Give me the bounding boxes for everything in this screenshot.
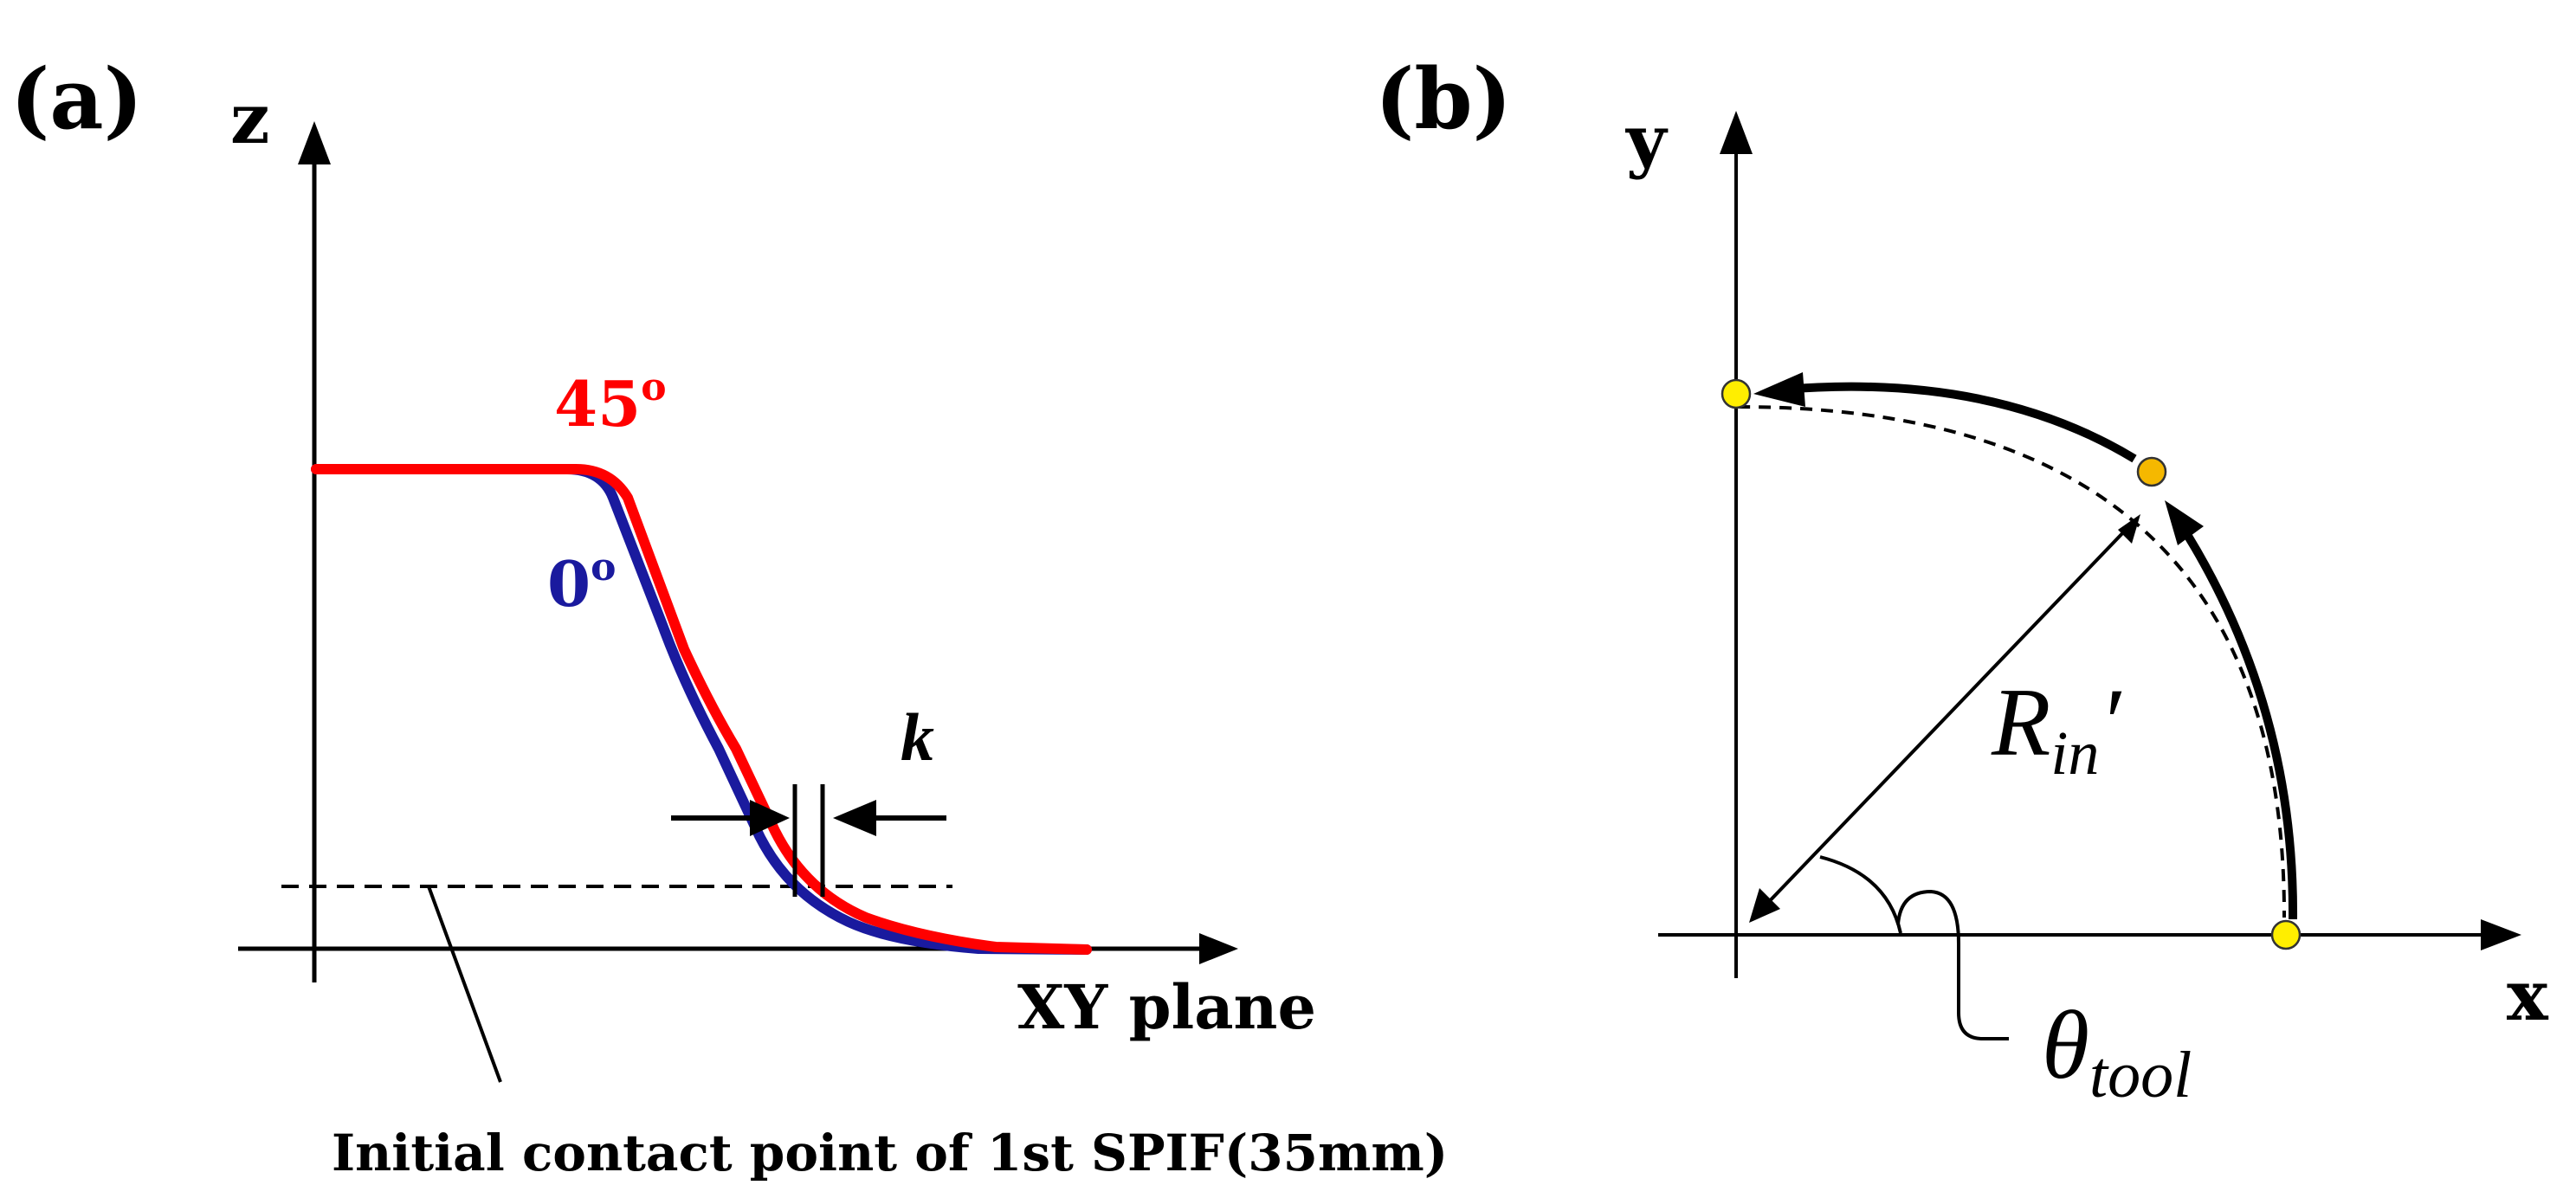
caption-initial-contact-point: Initial contact point of 1st SPIF(35mm) <box>332 1124 1448 1182</box>
reference-dashed-arc <box>1737 405 2287 918</box>
offset-arrow-right-head <box>833 800 876 836</box>
angle-arc <box>1819 855 1902 934</box>
radius-vector <box>1760 526 2129 911</box>
offset-arrow-left-head <box>750 800 790 836</box>
tool-path-arc-upper <box>1783 382 2137 463</box>
radius-vector-head-tip <box>2118 514 2140 544</box>
tool-path-arc-lower-head <box>2165 500 2204 545</box>
tool-path-arc-upper-head <box>1753 372 1805 407</box>
profile-curve-45-deg <box>311 464 1092 955</box>
xy-plane-axis-arrowhead <box>1199 933 1238 964</box>
z-axis-label: z <box>230 78 269 159</box>
offset-k-label: k <box>901 699 934 775</box>
x-axis-label: x <box>2507 955 2549 1036</box>
panel-a: (a) z XY plane 45o 0o k Initial contact … <box>10 50 1448 1182</box>
radius-label: Rin′ <box>1991 669 2121 788</box>
label-45-deg: 45o <box>554 365 667 441</box>
panel-b-label: (b) <box>1375 50 1512 148</box>
panel-a-label: (a) <box>10 50 143 148</box>
caption-leader-line <box>427 886 502 1083</box>
end-point <box>1721 378 1752 409</box>
radius-vector-head-origin <box>1749 888 1780 923</box>
angle-leader-line <box>1896 889 2009 1040</box>
z-axis-arrowhead <box>298 121 331 164</box>
start-point <box>2270 919 2302 950</box>
panel-b: (b) y x Rin′ θtool <box>1375 50 2549 1111</box>
y-axis-arrowhead <box>1720 111 1753 154</box>
angle-label: θtool <box>2042 992 2192 1111</box>
y-axis-label: y <box>1624 100 1669 181</box>
profile-curve-0-deg <box>311 464 1092 955</box>
tool-path-arc-lower <box>2173 517 2298 920</box>
x-axis-arrowhead <box>2481 919 2521 950</box>
label-0-deg: 0o <box>547 545 616 621</box>
intermediate-point <box>2136 456 2167 487</box>
xy-plane-label: XY plane <box>1017 971 1316 1043</box>
